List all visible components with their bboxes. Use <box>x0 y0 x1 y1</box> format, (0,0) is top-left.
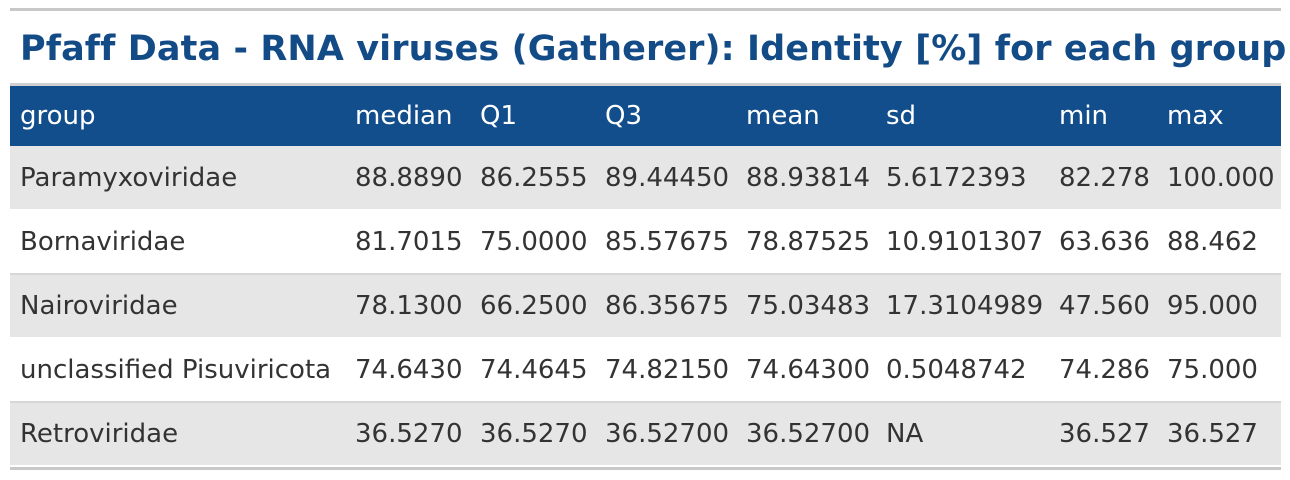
table-title: Pfaff Data - RNA viruses (Gatherer): Ide… <box>20 29 1287 69</box>
cell-q3: 85.57675 <box>605 227 730 257</box>
cell-mean: 36.52700 <box>746 419 871 449</box>
cell-group: Nairoviridae <box>20 291 178 321</box>
column-header-median: median <box>355 101 453 131</box>
cell-mean: 74.64300 <box>746 355 871 385</box>
cell-mean: 75.03483 <box>746 291 871 321</box>
cell-mean: 88.93814 <box>746 162 871 193</box>
table-row: Retroviridae 36.5270 36.5270 36.52700 36.527… <box>10 402 1281 466</box>
cell-min: 63.636 <box>1059 227 1150 257</box>
cell-max: 100.000 <box>1167 162 1275 193</box>
cell-median: 74.6430 <box>355 355 463 385</box>
cell-q3: 36.52700 <box>605 419 730 449</box>
cell-sd: 10.9101307 <box>886 227 1044 257</box>
cell-mean: 78.87525 <box>746 227 871 257</box>
table-container: Pfaff Data - RNA viruses (Gatherer): Ide… <box>10 8 1287 470</box>
column-header-mean: mean <box>746 101 820 131</box>
column-header-min: min <box>1059 101 1109 131</box>
cell-max: 95.000 <box>1167 291 1258 321</box>
table-row: Paramyxoviridae 88.8890 86.2555 89.44450 88.… <box>10 146 1281 210</box>
cell-max: 88.462 <box>1167 227 1258 257</box>
cell-min: 36.527 <box>1059 419 1150 449</box>
column-header-group: group <box>20 101 96 131</box>
cell-min: 47.560 <box>1059 291 1150 321</box>
cell-q1: 75.0000 <box>480 227 588 257</box>
table-row: Bornaviridae 81.7015 75.0000 85.57675 78.875… <box>10 210 1281 274</box>
table-row: unclassified Pisuviricota 74.6430 74.4645 7… <box>10 338 1281 402</box>
cell-min: 82.278 <box>1059 162 1150 193</box>
bottom-divider <box>10 467 1281 470</box>
column-header-sd: sd <box>886 101 917 131</box>
cell-sd: 0.5048742 <box>886 355 1027 385</box>
cell-q1: 66.2500 <box>480 291 588 321</box>
cell-q3: 89.44450 <box>605 162 730 193</box>
cell-group: Paramyxoviridae <box>20 162 238 193</box>
table-header: group median Q1 Q3 mean sd min max <box>10 86 1281 146</box>
cell-median: 78.1300 <box>355 291 463 321</box>
cell-max: 36.527 <box>1167 419 1258 449</box>
cell-median: 36.5270 <box>355 419 463 449</box>
cell-max: 75.000 <box>1167 355 1258 385</box>
cell-median: 81.7015 <box>355 227 463 257</box>
cell-q3: 86.35675 <box>605 291 730 321</box>
column-header-q1: Q1 <box>480 101 518 131</box>
table-row: Nairoviridae 78.1300 66.2500 86.35675 75.034… <box>10 274 1281 338</box>
cell-min: 74.286 <box>1059 355 1150 385</box>
cell-q3: 74.82150 <box>605 355 730 385</box>
cell-sd: 17.3104989 <box>886 291 1044 321</box>
title-divider <box>10 83 1281 86</box>
cell-q1: 36.5270 <box>480 419 588 449</box>
cell-group: unclassified Pisuviricota <box>20 355 332 385</box>
table-body: Paramyxoviridae 88.8890 86.2555 89.44450 88.… <box>10 146 1281 466</box>
cell-median: 88.8890 <box>355 162 463 193</box>
identity-table: group median Q1 Q3 mean sd min max Paramyxoviri… <box>10 86 1281 467</box>
cell-sd: NA <box>886 419 924 449</box>
cell-q1: 74.4645 <box>480 355 588 385</box>
top-divider <box>10 8 1281 11</box>
cell-q1: 86.2555 <box>480 162 588 193</box>
cell-group: Bornaviridae <box>20 227 186 257</box>
column-header-max: max <box>1167 101 1224 131</box>
cell-sd: 5.6172393 <box>886 162 1027 193</box>
column-header-q3: Q3 <box>605 101 643 131</box>
cell-group: Retroviridae <box>20 419 179 449</box>
header-row: group median Q1 Q3 mean sd min max <box>10 86 1281 146</box>
